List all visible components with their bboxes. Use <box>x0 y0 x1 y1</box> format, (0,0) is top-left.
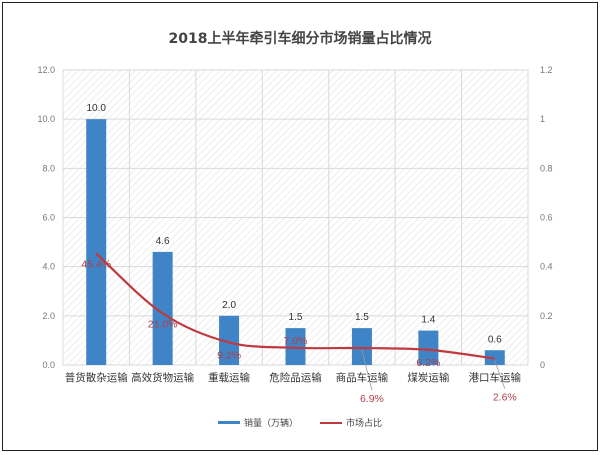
category-label: 高效货物运输 <box>131 371 194 384</box>
category-label: 普货散杂运输 <box>65 371 128 384</box>
left-tick-label: 2.0 <box>42 311 55 321</box>
right-tick-label: 1 <box>540 114 545 124</box>
bar-value-label: 10.0 <box>86 103 106 114</box>
bar-value-label: 4.6 <box>156 236 170 247</box>
bar-series <box>86 119 505 366</box>
right-tick-label: 0.8 <box>540 163 553 173</box>
percent-label: 45.4% <box>81 258 111 270</box>
right-tick-label: 0.4 <box>540 262 553 272</box>
line-swatch-icon <box>320 421 342 424</box>
bar-value-labels: 10.0 4.6 2.0 1.5 1.5 1.4 0.6 <box>86 103 502 345</box>
bar-swatch-icon <box>217 421 240 424</box>
bar-value-label: 2.0 <box>222 300 236 311</box>
category-label: 危险品运输 <box>269 371 322 384</box>
category-label: 重载运输 <box>208 371 250 384</box>
percent-label: 2.6% <box>493 392 517 404</box>
percent-label: 7.0% <box>284 335 308 347</box>
left-tick-label: 8.0 <box>42 163 55 173</box>
bar <box>86 119 107 366</box>
percent-labels: 45.4% 21.0% 9.2% 7.0% 6.9% 6.2% 2.6% <box>81 258 516 405</box>
bar <box>285 328 306 365</box>
percent-label: 6.9% <box>360 393 384 405</box>
leader-lines <box>361 349 506 391</box>
category-label: 煤炭运输 <box>407 371 449 384</box>
percent-label: 21.0% <box>148 318 178 330</box>
bar <box>152 251 173 365</box>
left-tick-label: 10.0 <box>37 114 55 124</box>
right-tick-label: 0 <box>540 360 545 370</box>
right-tick-label: 0.2 <box>540 311 553 321</box>
right-tick-label: 0.6 <box>540 213 553 223</box>
gridlines <box>63 69 528 366</box>
chart-title: 2018上半年牵引车细分市场销量占比情况 <box>168 31 432 47</box>
bar-value-label: 1.5 <box>289 312 303 323</box>
legend-item-share: 市场占比 <box>320 416 382 429</box>
left-tick-label: 0.0 <box>42 360 55 370</box>
category-label: 商品车运输 <box>336 371 389 384</box>
legend: 销量（万辆） 市场占比 <box>0 416 600 429</box>
legend-item-sales: 销量（万辆） <box>217 416 298 429</box>
category-label: 港口车运输 <box>469 371 522 384</box>
bar <box>219 315 240 365</box>
bar <box>351 328 372 365</box>
left-tick-label: 4.0 <box>42 262 55 272</box>
percent-label: 9.2% <box>217 349 241 361</box>
percent-label: 6.2% <box>416 357 440 369</box>
bar-value-label: 0.6 <box>488 334 502 345</box>
share-line <box>95 252 495 360</box>
legend-label-share: 市场占比 <box>346 419 383 429</box>
category-labels: 普货散杂运输 高效货物运输 重载运输 危险品运输 商品车运输 煤炭运输 港口车运输 <box>65 371 522 384</box>
bar <box>418 330 439 365</box>
legend-label-sales: 销量（万辆） <box>243 419 298 429</box>
left-axis-ticks: 0.0 2.0 4.0 6.0 8.0 10.0 12.0 <box>37 65 55 370</box>
left-tick-label: 6.0 <box>42 213 55 223</box>
right-axis-ticks: 0 0.2 0.4 0.6 0.8 1 1.2 <box>540 65 553 370</box>
bar-value-label: 1.4 <box>421 315 435 326</box>
left-tick-label: 12.0 <box>37 65 55 75</box>
bar-value-label: 1.5 <box>355 312 369 323</box>
right-tick-label: 1.2 <box>540 65 553 75</box>
